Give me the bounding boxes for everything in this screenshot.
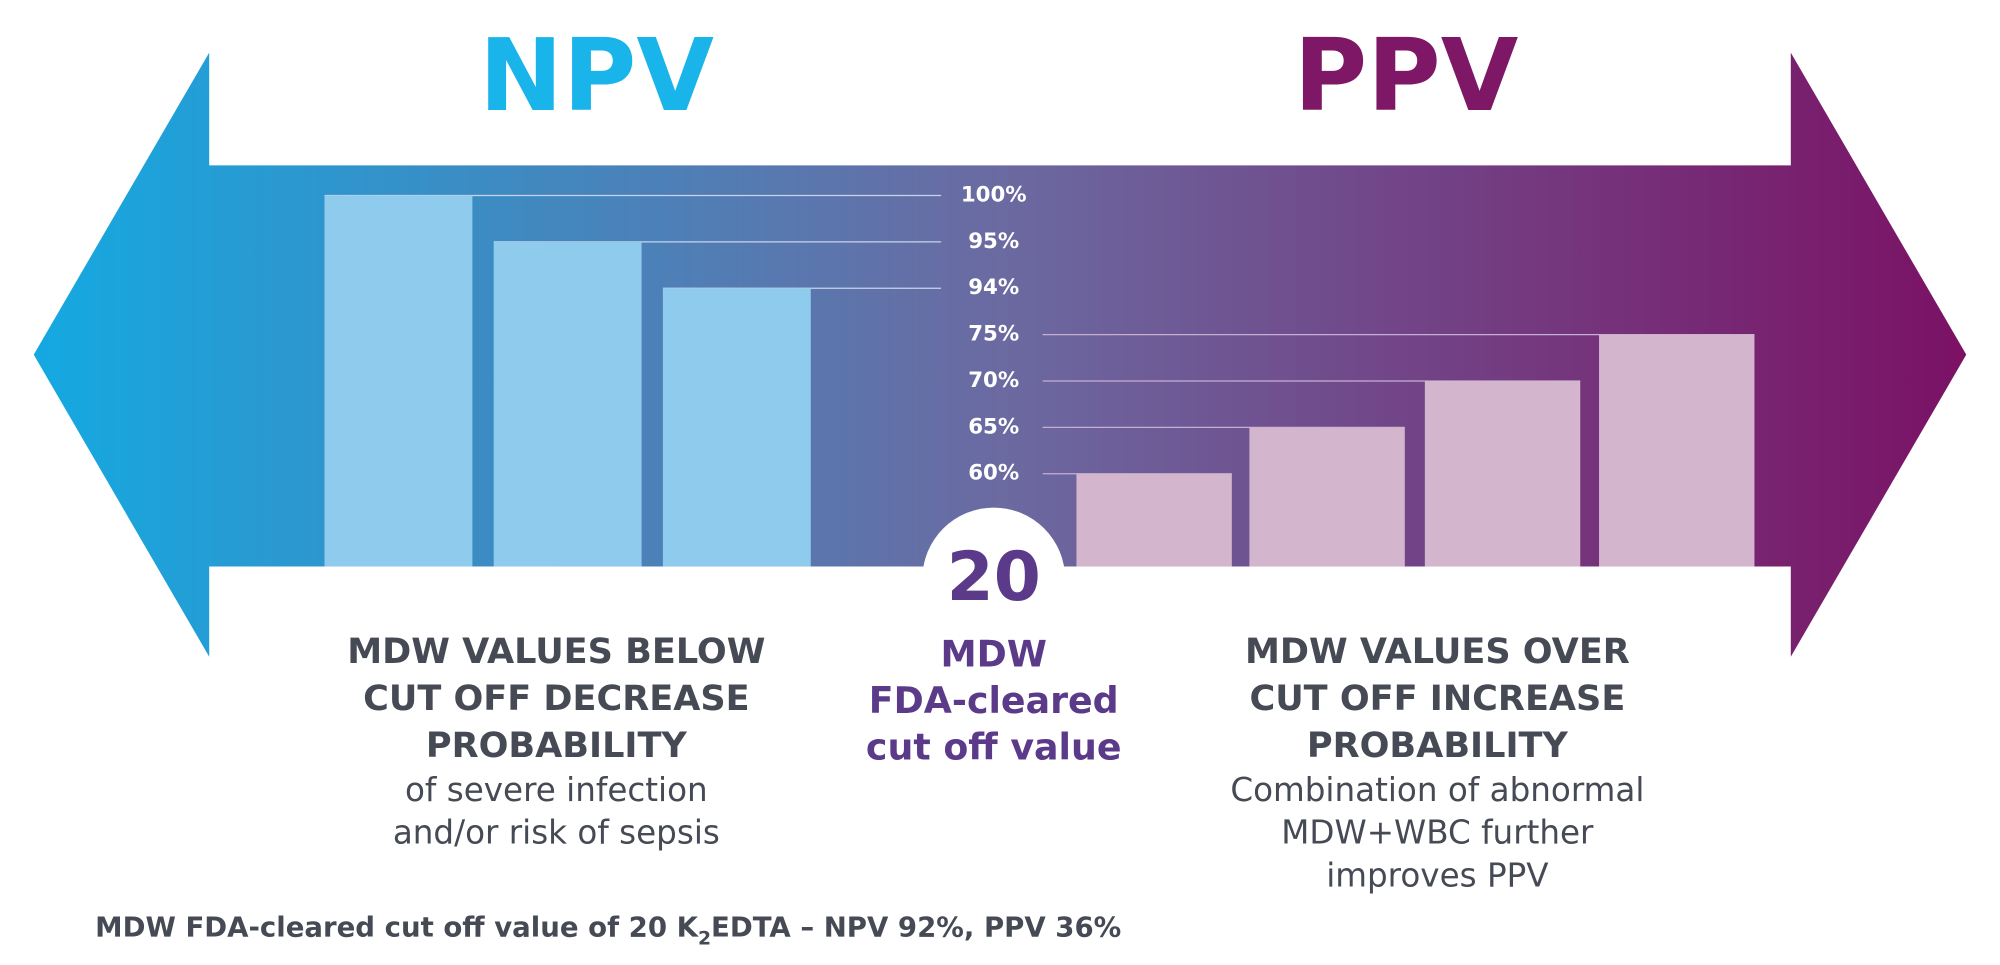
body-line: and/or risk of sepsis [393,814,720,852]
tick-label: 60% [968,461,1019,486]
tick-label: 65% [968,414,1019,439]
tick-label: 70% [968,368,1019,393]
cutoff-value: 20 [947,537,1041,616]
heading-line: PROBABILITY [426,725,688,766]
footnote: MDW FDA-cleared cut off value of 20 K2ED… [95,911,1121,950]
ppv-title: PPV [1294,17,1519,134]
footnote-subscript: 2 [698,928,711,949]
footnote-text: MDW FDA-cleared cut off value of 20 K [95,911,699,944]
body-line: Combination of abnormal [1230,771,1644,809]
cutoff-label: cut off value [866,725,1122,768]
ppv-bar [1424,380,1581,567]
heading-line: MDW VALUES OVER [1245,631,1630,672]
cutoff-label: FDA-cleared [869,679,1119,722]
npv-title: NPV [479,17,714,134]
cutoff-circle [922,507,1066,651]
body-line: improves PPV [1326,856,1549,894]
tick-label: 100% [961,183,1027,208]
body-line: of severe infection [405,771,708,809]
heading-line: MDW VALUES BELOW [347,631,765,672]
ppv-bar [1076,473,1232,567]
ppv-bar [1599,334,1755,567]
body-line: MDW+WBC further [1281,814,1594,852]
tick-label: 95% [968,229,1019,254]
npv-bar [324,195,473,567]
npv-bar [662,288,811,567]
npv-bar [493,241,642,567]
footnote-text: EDTA – NPV 92%, PPV 36% [711,911,1121,944]
heading-line: CUT OFF INCREASE [1249,678,1625,719]
tick-label: 94% [968,275,1019,300]
cutoff-label: MDW [941,633,1047,676]
ppv-bar [1249,427,1405,567]
heading-line: CUT OFF DECREASE [363,678,749,719]
tick-label: 75% [968,322,1019,347]
heading-line: PROBABILITY [1307,725,1569,766]
